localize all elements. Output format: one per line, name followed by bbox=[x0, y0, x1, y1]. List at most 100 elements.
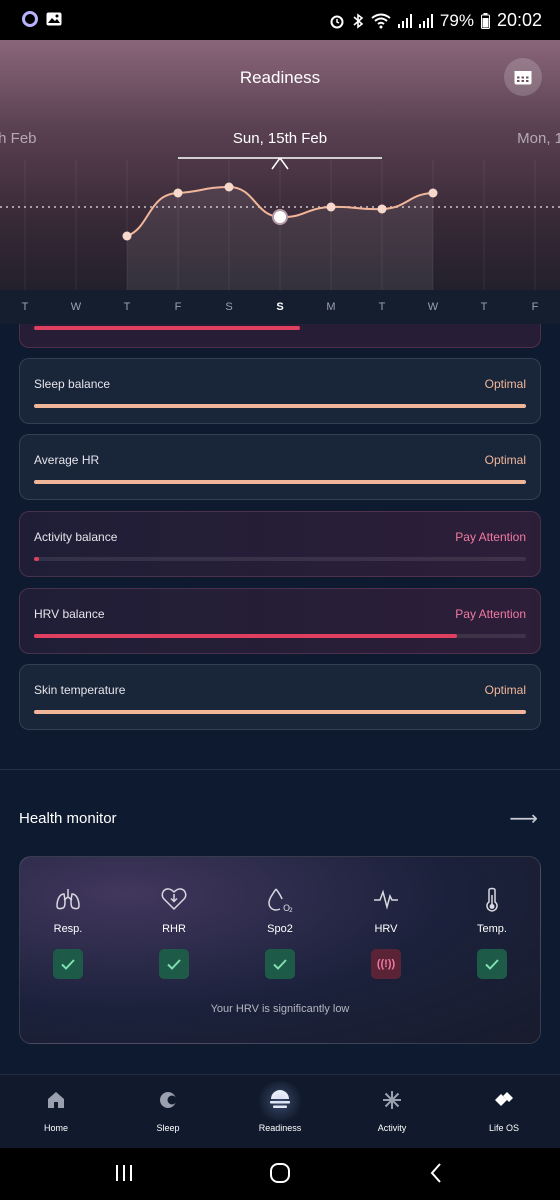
day-label[interactable]: W bbox=[427, 301, 439, 313]
metric-label: Resp. bbox=[53, 923, 83, 935]
contributor-progress-fill bbox=[34, 326, 300, 330]
arrow-right-icon[interactable]: ⟶ bbox=[509, 808, 538, 830]
status-bar: 79% 20:02 bbox=[0, 0, 560, 40]
metric-resp[interactable]: Resp. bbox=[38, 887, 98, 979]
nav-label: Life OS bbox=[488, 1123, 519, 1133]
back-button[interactable] bbox=[429, 1162, 443, 1189]
contributor-card-skin-temperature[interactable]: Skin temperature Optimal bbox=[19, 664, 541, 730]
nav-item-home[interactable]: Home bbox=[11, 1087, 101, 1133]
contributor-status: Optimal bbox=[484, 453, 526, 467]
pulse-icon bbox=[374, 889, 398, 910]
day-label[interactable]: F bbox=[174, 301, 182, 313]
nav-item-activity[interactable]: Activity bbox=[347, 1087, 437, 1133]
battery-percent: 79% bbox=[439, 10, 474, 30]
home-circle-icon bbox=[270, 1163, 290, 1183]
alarm-icon bbox=[330, 15, 344, 28]
trend-point[interactable] bbox=[224, 182, 234, 192]
day-label[interactable]: T bbox=[123, 301, 131, 313]
bottom-nav: Home Sleep Readiness Activity Life OS bbox=[0, 1074, 560, 1148]
contributor-status: Optimal bbox=[484, 377, 526, 391]
page-title: Readiness bbox=[239, 68, 321, 87]
signal-icon-2 bbox=[418, 13, 433, 28]
contributor-card-average-hr[interactable]: Average HR Optimal bbox=[19, 434, 541, 500]
contributor-progress-track bbox=[34, 557, 526, 561]
metric-hrv[interactable]: HRV ((!)) bbox=[356, 887, 416, 979]
metric-label: HRV bbox=[374, 923, 398, 935]
contributor-progress-fill bbox=[34, 710, 526, 714]
trend-point[interactable] bbox=[173, 188, 183, 198]
trend-area bbox=[127, 187, 433, 290]
heart-icon bbox=[161, 888, 187, 911]
ring-app-icon bbox=[22, 11, 38, 27]
back-icon bbox=[430, 1163, 441, 1183]
trend-point[interactable] bbox=[326, 202, 336, 212]
contributor-progress-fill bbox=[34, 480, 526, 484]
contributor-label: Average HR bbox=[34, 453, 100, 467]
recent-apps-button[interactable] bbox=[114, 1162, 134, 1189]
recent-apps-icon bbox=[116, 1165, 132, 1181]
check-icon bbox=[477, 949, 507, 979]
svg-text:2: 2 bbox=[289, 907, 293, 913]
metric-label: Temp. bbox=[477, 923, 507, 935]
contributor-progress-fill bbox=[34, 557, 39, 561]
svg-text:O: O bbox=[283, 904, 290, 913]
activity-icon bbox=[383, 1091, 401, 1109]
contributor-progress-fill bbox=[34, 634, 458, 638]
contributor-status: Pay Attention bbox=[455, 530, 526, 544]
previous-date[interactable]: th Feb bbox=[0, 130, 37, 147]
trend-point[interactable] bbox=[377, 204, 387, 214]
metric-label: RHR bbox=[162, 923, 186, 935]
battery-icon bbox=[480, 12, 490, 29]
bluetooth-icon bbox=[353, 12, 364, 29]
trend-point-selected[interactable] bbox=[272, 209, 288, 225]
nav-item-readiness[interactable]: Readiness bbox=[235, 1081, 325, 1133]
contributor-card-sleep-balance[interactable]: Sleep balance Optimal bbox=[19, 358, 541, 424]
day-label-selected[interactable]: S bbox=[276, 301, 284, 313]
life-os-icon bbox=[495, 1092, 513, 1106]
signal-icon bbox=[397, 13, 412, 28]
metric-temp[interactable]: Temp. bbox=[462, 887, 522, 979]
contributor-card-activity-balance[interactable]: Activity balance Pay Attention bbox=[19, 511, 541, 577]
day-label[interactable]: T bbox=[480, 301, 488, 313]
trend-point[interactable] bbox=[428, 188, 438, 198]
nav-item-sleep[interactable]: Sleep bbox=[123, 1087, 213, 1133]
day-label[interactable]: W bbox=[70, 301, 82, 313]
clock: 20:02 bbox=[496, 10, 542, 30]
calendar-icon bbox=[514, 71, 532, 85]
sleep-icon bbox=[160, 1092, 177, 1108]
health-monitor-title: Health monitor bbox=[19, 810, 117, 827]
contributor-progress-track bbox=[34, 404, 526, 408]
oxygen-drop-icon: O2 bbox=[268, 888, 293, 913]
date-selector-bracket bbox=[178, 157, 382, 170]
day-label[interactable]: T bbox=[378, 301, 386, 313]
metric-label: Spo2 bbox=[267, 923, 293, 935]
home-button[interactable] bbox=[269, 1162, 291, 1189]
contributor-card-hrv-balance[interactable]: HRV balance Pay Attention bbox=[19, 588, 541, 654]
day-label[interactable]: S bbox=[225, 301, 233, 313]
nav-label: Activity bbox=[377, 1123, 407, 1133]
day-label[interactable]: T bbox=[21, 301, 29, 313]
contributor-label: Sleep balance bbox=[34, 377, 111, 391]
contributor-progress-track bbox=[34, 480, 526, 484]
next-date[interactable]: Mon, 1( bbox=[517, 130, 560, 147]
nav-item-life-os[interactable]: Life OS bbox=[459, 1087, 549, 1133]
metric-rhr[interactable]: RHR bbox=[144, 887, 204, 979]
check-icon bbox=[265, 949, 295, 979]
contributor-status: Optimal bbox=[484, 683, 526, 697]
calendar-button[interactable] bbox=[504, 58, 542, 96]
readiness-trend-chart bbox=[0, 157, 560, 290]
contributor-card-partial[interactable] bbox=[19, 324, 541, 348]
trend-point[interactable] bbox=[122, 231, 132, 241]
health-monitor-note: Your HRV is significantly low bbox=[210, 1003, 350, 1015]
day-label[interactable]: M bbox=[326, 301, 336, 313]
home-icon bbox=[48, 1092, 64, 1108]
contributor-progress-track bbox=[34, 634, 526, 638]
day-label[interactable]: F bbox=[531, 301, 539, 313]
contributor-progress-fill bbox=[34, 404, 526, 408]
nav-label: Home bbox=[43, 1123, 68, 1133]
week-day-strip: T W T F S S M T W T F bbox=[0, 290, 560, 324]
alert-icon: ((!)) bbox=[371, 949, 401, 979]
wifi-icon bbox=[371, 13, 391, 28]
